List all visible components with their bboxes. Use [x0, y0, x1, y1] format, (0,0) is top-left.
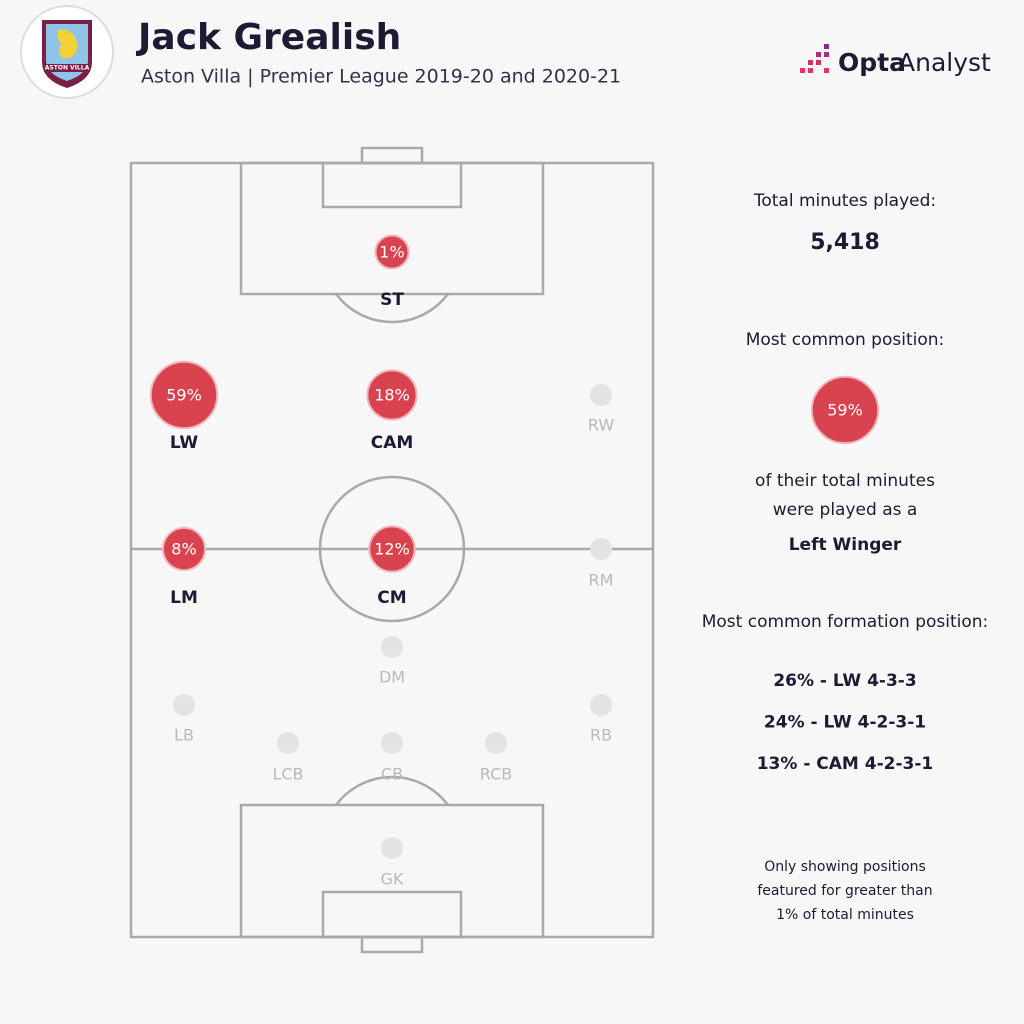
- position-dot: [590, 538, 612, 560]
- position-text: of their total minutes: [755, 471, 935, 491]
- position-value: 8%: [171, 540, 196, 559]
- position-dot: [381, 636, 403, 658]
- footnote: featured for greater than: [757, 883, 932, 899]
- brand-opta: Opta: [838, 48, 906, 77]
- minutes-heading: Total minutes played:: [753, 191, 936, 211]
- top-position-value: 59%: [827, 401, 863, 420]
- position-dot: [277, 732, 299, 754]
- formation-line: 13% - CAM 4-2-3-1: [757, 754, 934, 774]
- position-bubble: [149, 360, 219, 430]
- position-name: Left Winger: [789, 535, 902, 555]
- crest: ASTON VILLA: [20, 5, 114, 99]
- position-text: were played as a: [773, 500, 918, 520]
- position-dot: [485, 732, 507, 754]
- position-label: CB: [381, 765, 403, 784]
- position-label: GK: [381, 870, 404, 889]
- footnote: 1% of total minutes: [776, 907, 914, 923]
- position-dot: [381, 837, 403, 859]
- crest-text: ASTON VILLA: [45, 65, 90, 72]
- position-value: 18%: [374, 386, 410, 405]
- position-dot: [590, 384, 612, 406]
- position-dot: [173, 694, 195, 716]
- position-value: 1%: [379, 243, 404, 262]
- position-label: LW: [170, 433, 199, 453]
- position-bubble: [161, 526, 207, 572]
- brand-analyst: Analyst: [898, 48, 991, 77]
- position-label: LM: [170, 588, 198, 608]
- position-bubble: [366, 369, 418, 421]
- position-value: 12%: [374, 540, 410, 559]
- formation-line: 24% - LW 4-2-3-1: [764, 713, 926, 733]
- position-label: RM: [589, 571, 614, 590]
- formation-heading: Most common formation position:: [702, 612, 989, 632]
- position-bubble: [368, 525, 416, 573]
- position-value: 59%: [166, 386, 202, 405]
- subtitle: Aston Villa | Premier League 2019-20 and…: [141, 66, 621, 88]
- position-label: ST: [380, 290, 404, 310]
- top-position-bubble: [810, 375, 880, 445]
- position-bubble: [374, 234, 410, 270]
- title: Jack Grealish: [135, 17, 401, 58]
- position-label: CM: [377, 588, 406, 608]
- position-label: RB: [590, 726, 612, 745]
- position-heading: Most common position:: [746, 330, 945, 350]
- position-label: DM: [379, 668, 405, 687]
- brand-logo: Opta Analyst: [800, 44, 991, 77]
- position-dot: [590, 694, 612, 716]
- position-label: LB: [174, 726, 194, 745]
- position-label: CAM: [371, 433, 414, 453]
- formation-line: 26% - LW 4-3-3: [773, 671, 916, 691]
- position-label: RCB: [480, 765, 512, 784]
- position-dot: [381, 732, 403, 754]
- footnote: Only showing positions: [764, 859, 926, 875]
- position-label: RW: [588, 416, 614, 435]
- position-label: LCB: [272, 765, 303, 784]
- minutes: 5,418: [810, 230, 880, 255]
